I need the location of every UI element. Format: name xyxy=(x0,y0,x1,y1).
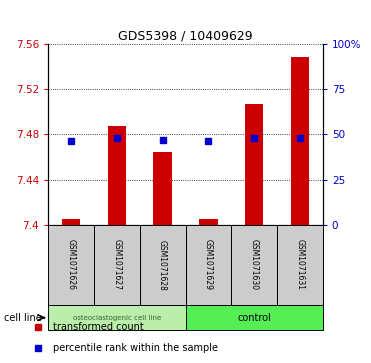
Text: GSM1071628: GSM1071628 xyxy=(158,240,167,290)
Text: cell line: cell line xyxy=(4,313,42,323)
Bar xyxy=(231,225,277,305)
Text: GSM1071629: GSM1071629 xyxy=(204,240,213,290)
Bar xyxy=(62,219,80,225)
Text: GSM1071631: GSM1071631 xyxy=(295,240,304,290)
Text: transformed count: transformed count xyxy=(53,322,144,332)
Bar xyxy=(277,225,323,305)
Bar xyxy=(108,126,126,225)
Bar xyxy=(94,225,140,305)
Bar xyxy=(291,57,309,225)
Text: percentile rank within the sample: percentile rank within the sample xyxy=(53,343,218,354)
Bar xyxy=(48,225,94,305)
Bar xyxy=(154,152,172,225)
Title: GDS5398 / 10409629: GDS5398 / 10409629 xyxy=(118,29,253,42)
Bar xyxy=(199,219,217,225)
Text: osteoclastogenic cell line: osteoclastogenic cell line xyxy=(73,315,161,321)
Text: control: control xyxy=(237,313,271,323)
Bar xyxy=(245,104,263,225)
Bar xyxy=(140,225,186,305)
Text: GSM1071630: GSM1071630 xyxy=(250,240,259,290)
Text: GSM1071626: GSM1071626 xyxy=(67,240,76,290)
Text: GSM1071627: GSM1071627 xyxy=(112,240,121,290)
Bar xyxy=(186,225,231,305)
Bar xyxy=(186,305,323,330)
Bar xyxy=(48,305,186,330)
